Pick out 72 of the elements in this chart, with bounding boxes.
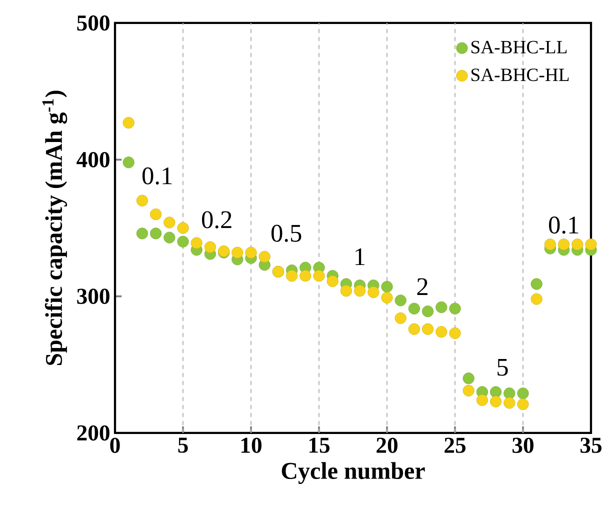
- annotation: 1: [356, 248, 364, 266]
- point: [449, 302, 461, 314]
- point: [408, 302, 420, 314]
- legend-label: SA-BHC-LL: [471, 40, 567, 54]
- x-tick-label: 35: [580, 438, 602, 453]
- x-tick-label: 25: [444, 438, 466, 453]
- point: [408, 323, 420, 335]
- point: [122, 156, 134, 168]
- x-tick-label: 5: [178, 438, 188, 453]
- point: [381, 292, 393, 304]
- point: [476, 394, 488, 406]
- point: [300, 270, 312, 282]
- point: [517, 388, 529, 400]
- point: [436, 301, 448, 314]
- annotation: 2: [417, 278, 428, 296]
- point: [394, 312, 406, 324]
- point: [232, 246, 244, 258]
- point: [122, 116, 134, 129]
- point: [558, 238, 570, 250]
- annotation: 0.5: [271, 224, 302, 242]
- annotation: 0.1: [548, 216, 578, 234]
- point: [190, 237, 202, 249]
- point: [313, 270, 325, 282]
- y-axis-title: Specific capacity (mAh g$^{-1}$): [42, 90, 68, 366]
- annotation: 0.2: [202, 211, 232, 228]
- point: [286, 270, 298, 282]
- point: [517, 398, 529, 410]
- point: [177, 236, 189, 248]
- point: [436, 326, 448, 338]
- x-tick-label: 0: [110, 438, 120, 453]
- point: [449, 327, 461, 340]
- x-tick-label: 15: [309, 438, 330, 453]
- point: [164, 216, 176, 228]
- point: [462, 372, 474, 384]
- x-tick-label: 20: [376, 438, 398, 453]
- point: [150, 208, 162, 220]
- point: [177, 222, 189, 234]
- point: [530, 293, 542, 305]
- point: [164, 232, 176, 244]
- point: [368, 286, 380, 298]
- y-tick-label: 300: [77, 288, 110, 304]
- point: [136, 194, 148, 206]
- y-tick-label: 200: [77, 425, 110, 441]
- point: [381, 280, 393, 293]
- point: [136, 228, 148, 240]
- point: [422, 323, 434, 335]
- x-axis-title: Cycle number: [282, 462, 425, 484]
- annotation: 0.1: [142, 167, 172, 185]
- point: [462, 384, 474, 396]
- x-tick-label: 10: [241, 438, 262, 453]
- point: [504, 388, 516, 400]
- point: [585, 238, 597, 250]
- point: [572, 238, 584, 250]
- annotation: 5: [498, 358, 508, 376]
- legend-label: SA-BHC-HL: [471, 68, 569, 82]
- point: [422, 306, 434, 318]
- point: [544, 238, 556, 250]
- point: [354, 285, 366, 297]
- point: [530, 278, 542, 290]
- point: [490, 386, 502, 398]
- x-tick-label: 30: [512, 438, 534, 453]
- point: [504, 397, 516, 409]
- y-tick-label: 500: [77, 15, 110, 31]
- point: [150, 228, 162, 240]
- point: [326, 275, 338, 288]
- point: [490, 396, 502, 408]
- point: [258, 250, 270, 262]
- point: [245, 246, 257, 258]
- point: [204, 241, 216, 253]
- point: [340, 285, 352, 297]
- point: [394, 294, 406, 306]
- y-tick-label: 400: [76, 152, 110, 168]
